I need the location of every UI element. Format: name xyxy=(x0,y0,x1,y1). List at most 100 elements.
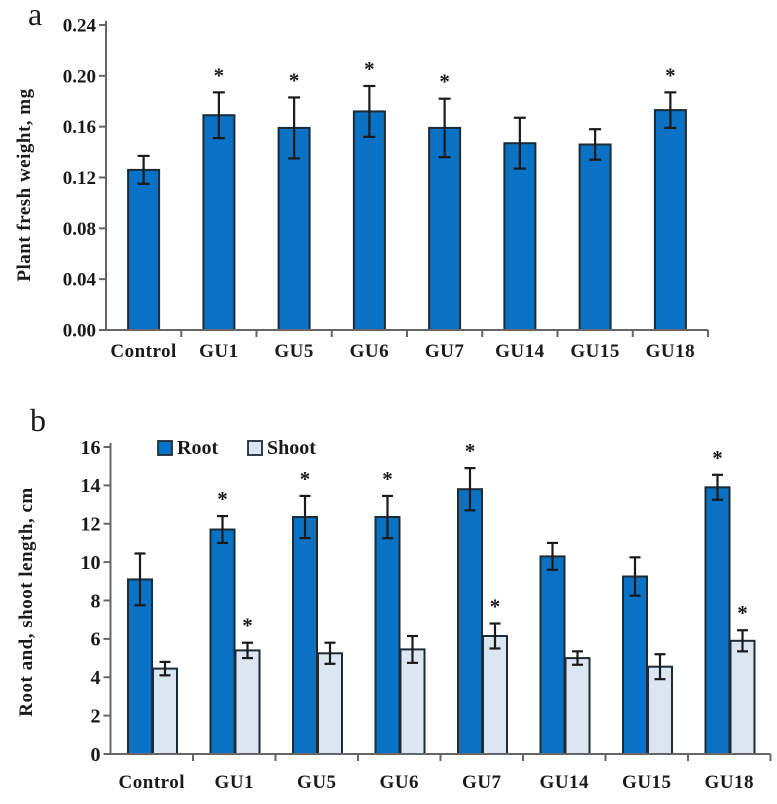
y-tick-label-10: 10 xyxy=(81,552,101,574)
legend-label-shoot: Shoot xyxy=(267,437,316,459)
x-category-label-GU5: GU5 xyxy=(274,341,314,362)
bar-GU18-plant fresh weight xyxy=(653,109,687,331)
error-bar-GU7-root xyxy=(464,467,476,512)
significance-asterisk-GU6-plant fresh weight: * xyxy=(364,57,375,81)
error-bar-GU18-root xyxy=(712,473,723,501)
y-tick-label-0.20: 0.20 xyxy=(63,66,96,87)
error-bar-GU7-plant fresh weight xyxy=(438,97,451,159)
significance-asterisk-GU7-plant fresh weight: * xyxy=(439,70,450,94)
bar-GU15-shoot xyxy=(647,665,673,756)
y-tick-label-2: 2 xyxy=(91,705,101,727)
legend-item-shoot: Shoot xyxy=(247,437,316,459)
panel-b-letter: b xyxy=(30,402,46,438)
error-bar-GU14-shoot xyxy=(572,650,583,666)
panel-a-y-axis-title: Plant fresh weight, mg xyxy=(14,88,35,282)
y-tick-label-4: 4 xyxy=(91,667,101,689)
error-bar-Control-shoot xyxy=(159,660,171,677)
error-bar-GU6-plant fresh weight xyxy=(363,84,376,138)
x-category-label-Control: Control xyxy=(110,341,176,362)
y-tick-label-16: 16 xyxy=(81,437,101,459)
bar-GU14-shoot xyxy=(564,657,591,756)
x-category-label-GU6: GU6 xyxy=(380,772,420,793)
y-tick-label-0.04: 0.04 xyxy=(63,270,97,291)
error-bar-GU18-plant fresh weight xyxy=(664,91,677,130)
bar-GU7-root xyxy=(457,488,483,755)
x-category-label-GU18: GU18 xyxy=(705,772,755,793)
error-bar-GU1-plant fresh weight xyxy=(212,91,225,140)
bar-GU1-shoot xyxy=(234,649,261,755)
bar-Control-plant fresh weight xyxy=(127,168,161,331)
bar-GU1-root xyxy=(209,528,236,755)
panel-a-chart: * * * * * 0.00 0.04 0.08 0.12 0.16 0.20 0.24 Control… xyxy=(63,15,709,362)
significance-asterisk-GU18-shoot: * xyxy=(737,601,748,625)
significance-asterisk-GU5-plant fresh weight: * xyxy=(289,68,300,92)
x-category-label-GU7: GU7 xyxy=(462,772,502,793)
axes xyxy=(99,21,709,337)
bar-GU5-shoot xyxy=(317,652,343,755)
error-bar-GU5-shoot xyxy=(324,641,336,665)
bar-GU15-plant fresh weight xyxy=(578,143,612,331)
bar-GU14-root xyxy=(539,555,566,755)
significance-asterisk-GU7-root: * xyxy=(465,439,476,463)
x-category-label-GU7: GU7 xyxy=(425,341,465,362)
legend-swatch-root-icon xyxy=(157,440,173,456)
bar-GU6-root xyxy=(374,516,401,755)
bar-Control-shoot xyxy=(152,667,178,756)
significance-asterisk-GU1-shoot: * xyxy=(242,614,253,638)
error-bar-GU6-root xyxy=(382,494,393,540)
legend-item-root: Root xyxy=(157,437,218,459)
x-category-label-GU15: GU15 xyxy=(570,341,620,362)
panel-b-y-axis-title: Root and, shoot length, cm xyxy=(16,487,37,717)
significance-asterisk-GU7-shoot: * xyxy=(490,595,501,619)
x-category-label-GU1: GU1 xyxy=(199,341,239,362)
bar-GU18-root xyxy=(704,486,731,756)
error-bar-Control-root xyxy=(134,552,146,607)
x-category-label-GU6: GU6 xyxy=(350,341,390,362)
bar-GU1-plant fresh weight xyxy=(202,114,236,331)
error-bar-GU15-root xyxy=(629,556,641,597)
y-tick-label-0.08: 0.08 xyxy=(63,219,96,240)
significance-asterisk-GU6-root: * xyxy=(382,467,393,491)
y-tick-label-0.12: 0.12 xyxy=(63,168,96,189)
significance-asterisk-GU1-plant fresh weight: * xyxy=(214,63,225,87)
x-category-label-GU1: GU1 xyxy=(215,772,255,793)
error-bar-GU15-plant fresh weight xyxy=(589,128,602,161)
panel-a-letter: a xyxy=(28,0,43,32)
error-bar-GU14-root xyxy=(547,541,558,571)
error-bar-GU6-shoot xyxy=(407,634,418,664)
y-tick-label-0: 0 xyxy=(91,744,101,766)
error-bar-GU14-plant fresh weight xyxy=(513,116,526,170)
error-bar-GU7-shoot xyxy=(489,622,501,650)
significance-asterisk-GU18-root: * xyxy=(712,446,723,470)
y-tick-label-14: 14 xyxy=(81,475,101,497)
y-tick-label-12: 12 xyxy=(81,514,101,536)
x-category-label-GU14: GU14 xyxy=(495,341,545,362)
panel-a: a Plant fresh weight, mg * * * * * 0.00 0.04 0.… xyxy=(0,0,777,390)
error-bar-GU18-shoot xyxy=(737,629,748,653)
bar-GU6-shoot xyxy=(399,648,426,755)
bar-GU14-plant fresh weight xyxy=(503,142,537,331)
x-category-label-GU15: GU15 xyxy=(622,772,672,793)
bar-GU7-shoot xyxy=(482,635,508,755)
error-bar-GU5-plant fresh weight xyxy=(288,96,301,160)
significance-asterisk-GU18-plant fresh weight: * xyxy=(665,63,676,87)
error-bar-GU15-shoot xyxy=(654,653,666,681)
significance-asterisk-GU5-root: * xyxy=(300,467,311,491)
axes xyxy=(103,443,772,761)
y-tick-label-8: 8 xyxy=(91,590,101,612)
y-tick-label-6: 6 xyxy=(91,629,101,651)
bar-GU15-root xyxy=(622,575,648,755)
y-tick-label-0.16: 0.16 xyxy=(63,117,96,138)
panel-b: b Root and, shoot length, cm * * * * * * * * 0 2 4… xyxy=(0,390,777,804)
bar-GU6-plant fresh weight xyxy=(352,110,386,332)
error-bar-Control-plant fresh weight xyxy=(137,154,150,185)
panel-b-chart: * * * * * * * * 0 2 4 6 8 10 12 14 16 Control GU1 GU5 GU6 GU7… xyxy=(81,437,772,793)
bar-GU18-shoot xyxy=(729,639,756,755)
error-bar-GU1-shoot xyxy=(242,641,253,660)
y-tick-label-0.24: 0.24 xyxy=(63,15,97,36)
bar-GU5-root xyxy=(292,516,318,755)
legend-label-root: Root xyxy=(177,437,218,459)
x-category-label-Control: Control xyxy=(119,772,185,793)
significance-asterisk-GU1-root: * xyxy=(217,487,228,511)
